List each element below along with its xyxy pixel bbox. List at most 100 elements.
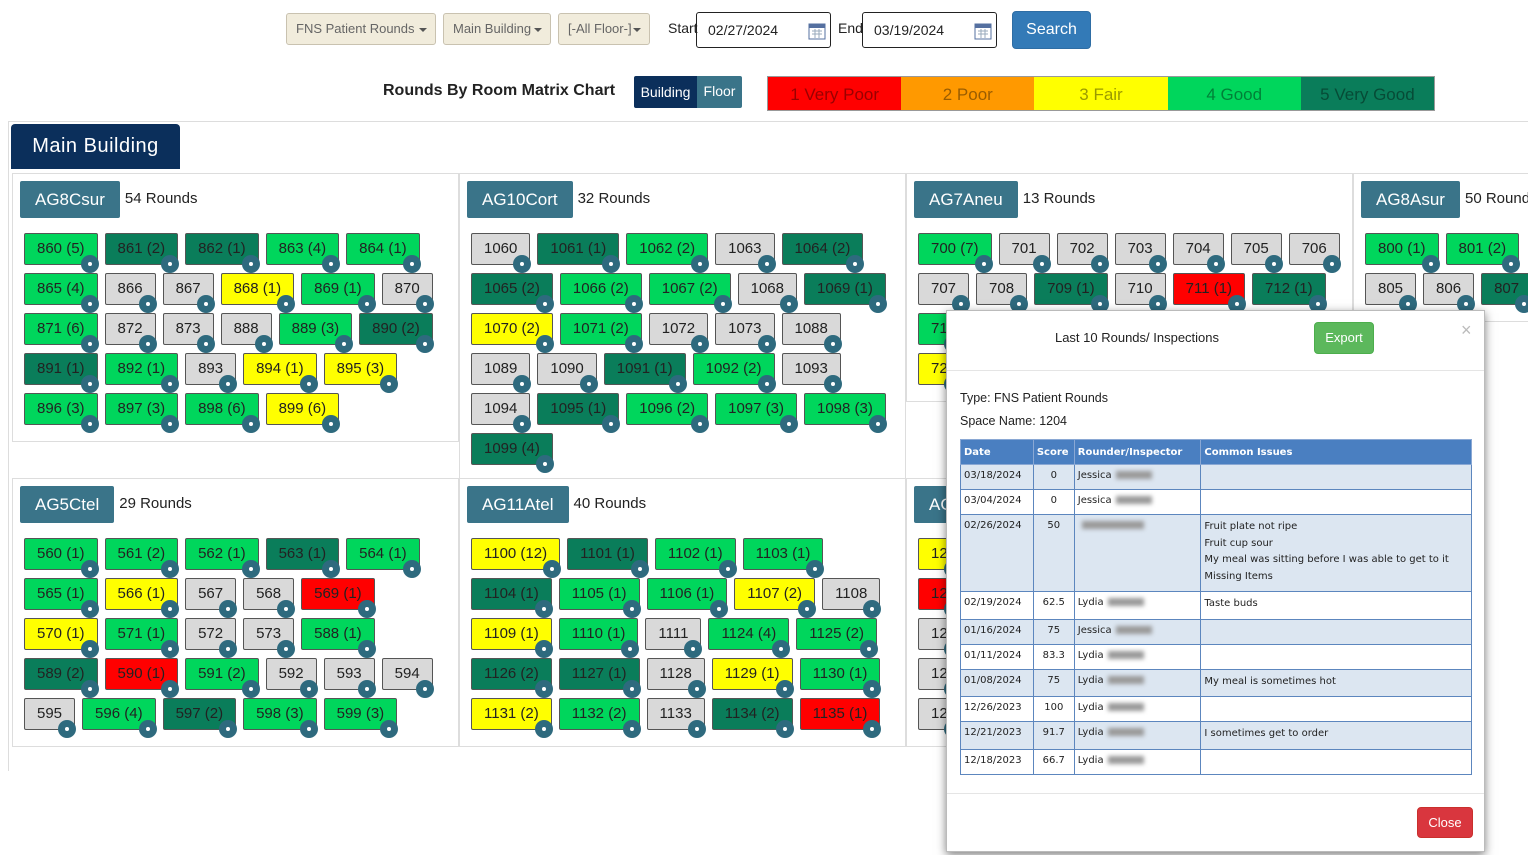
building-tab[interactable]: Main Building: [11, 124, 180, 169]
room-badge[interactable]: [138, 295, 157, 313]
room-tile[interactable]: 800 (1): [1365, 233, 1440, 273]
room-tile[interactable]: 865 (4): [24, 273, 99, 313]
room-badge[interactable]: [80, 560, 99, 578]
room-tile[interactable]: 711 (1): [1172, 273, 1247, 313]
room-badge[interactable]: [691, 255, 710, 273]
room-badge[interactable]: [602, 415, 621, 433]
room-badge[interactable]: [859, 640, 878, 658]
room-badge[interactable]: [1228, 295, 1247, 313]
unit-button[interactable]: AG8Asur: [1361, 181, 1460, 218]
room-tile[interactable]: 862 (1): [185, 233, 260, 273]
room-tile[interactable]: 588 (1): [301, 618, 376, 658]
room-badge[interactable]: [534, 600, 553, 618]
room-badge[interactable]: [138, 720, 157, 738]
room-tile[interactable]: 1065 (2): [471, 273, 554, 313]
room-tile[interactable]: 1068: [737, 273, 798, 313]
room-tile[interactable]: 1073: [715, 313, 776, 353]
room-badge[interactable]: [757, 255, 776, 273]
room-badge[interactable]: [1090, 295, 1109, 313]
room-badge[interactable]: [710, 600, 729, 618]
room-badge[interactable]: [535, 455, 554, 473]
room-badge[interactable]: [80, 640, 99, 658]
room-tile[interactable]: 1095 (1): [537, 393, 621, 433]
room-badge[interactable]: [757, 335, 776, 353]
room-badge[interactable]: [196, 335, 215, 353]
room-tile[interactable]: 1105 (1): [558, 578, 641, 618]
room-tile[interactable]: 570 (1): [24, 618, 99, 658]
room-badge[interactable]: [241, 560, 260, 578]
room-badge[interactable]: [219, 375, 238, 393]
room-tile[interactable]: 573: [243, 618, 296, 658]
room-badge[interactable]: [380, 720, 399, 738]
room-badge[interactable]: [80, 255, 99, 273]
room-badge[interactable]: [713, 295, 732, 313]
room-tile[interactable]: 597 (2): [162, 698, 238, 738]
room-tile[interactable]: 1133: [646, 698, 706, 738]
room-tile[interactable]: 707: [918, 273, 971, 313]
room-tile[interactable]: 892 (1): [104, 353, 180, 393]
room-badge[interactable]: [535, 335, 554, 353]
room-tile[interactable]: 1126 (2): [471, 658, 553, 698]
room-tile[interactable]: 1098 (3): [804, 393, 887, 433]
room-tile[interactable]: 1127 (1): [558, 658, 641, 698]
room-tile[interactable]: 709 (1): [1034, 273, 1109, 313]
unit-button[interactable]: AG5Ctel: [20, 486, 115, 523]
room-tile[interactable]: 1088: [781, 313, 842, 353]
calendar-icon[interactable]: [973, 21, 993, 41]
room-badge[interactable]: [277, 295, 296, 313]
room-tile[interactable]: 562 (1): [185, 538, 260, 578]
room-tile[interactable]: 1096 (2): [626, 393, 710, 433]
room-tile[interactable]: 863 (4): [265, 233, 341, 273]
room-tile[interactable]: 589 (2): [24, 658, 99, 698]
room-tile[interactable]: 1069 (1): [804, 273, 887, 313]
room-tile[interactable]: 1107 (2): [734, 578, 817, 618]
room-tile[interactable]: 564 (1): [346, 538, 421, 578]
room-badge[interactable]: [534, 680, 553, 698]
room-tile[interactable]: 1128: [646, 658, 706, 698]
room-badge[interactable]: [161, 640, 180, 658]
room-tile[interactable]: 1089: [471, 353, 532, 393]
room-badge[interactable]: [863, 720, 882, 738]
room-badge[interactable]: [974, 255, 993, 273]
close-icon[interactable]: ×: [1461, 320, 1472, 340]
room-tile[interactable]: 895 (3): [323, 353, 399, 393]
room-tile[interactable]: 861 (2): [104, 233, 180, 273]
room-tile[interactable]: 1109 (1): [471, 618, 553, 658]
room-badge[interactable]: [691, 415, 710, 433]
room-badge[interactable]: [415, 680, 434, 698]
room-tile[interactable]: 560 (1): [24, 538, 99, 578]
room-badge[interactable]: [622, 600, 641, 618]
room-badge[interactable]: [1421, 255, 1440, 273]
room-tile[interactable]: 563 (1): [265, 538, 341, 578]
room-badge[interactable]: [543, 560, 562, 578]
export-button[interactable]: Export: [1314, 322, 1374, 354]
room-badge[interactable]: [823, 375, 842, 393]
room-badge[interactable]: [357, 295, 376, 313]
room-tile[interactable]: 860 (5): [24, 233, 99, 273]
room-tile[interactable]: 1092 (2): [692, 353, 776, 393]
room-badge[interactable]: [513, 415, 532, 433]
room-tile[interactable]: 572: [185, 618, 238, 658]
room-tile[interactable]: 1106 (1): [646, 578, 729, 618]
room-badge[interactable]: [757, 375, 776, 393]
start-date[interactable]: 02/27/2024: [696, 12, 831, 48]
room-tile[interactable]: 1090: [537, 353, 598, 393]
room-tile[interactable]: 872: [104, 313, 157, 353]
room-tile[interactable]: 1060: [471, 233, 532, 273]
room-badge[interactable]: [775, 680, 794, 698]
room-tile[interactable]: 701: [998, 233, 1051, 273]
room-tile[interactable]: 1094: [471, 393, 532, 433]
room-tile[interactable]: 710: [1114, 273, 1167, 313]
room-badge[interactable]: [806, 560, 825, 578]
room-badge[interactable]: [798, 600, 817, 618]
room-badge[interactable]: [952, 295, 971, 313]
room-tile[interactable]: 1061 (1): [537, 233, 621, 273]
room-tile[interactable]: 869 (1): [301, 273, 376, 313]
room-badge[interactable]: [254, 335, 273, 353]
room-tile[interactable]: 1102 (1): [654, 538, 737, 578]
room-tile[interactable]: 893: [185, 353, 238, 393]
end-date[interactable]: 03/19/2024: [862, 12, 997, 48]
room-tile[interactable]: 565 (1): [24, 578, 99, 618]
room-tile[interactable]: 898 (6): [185, 393, 260, 433]
room-badge[interactable]: [277, 640, 296, 658]
